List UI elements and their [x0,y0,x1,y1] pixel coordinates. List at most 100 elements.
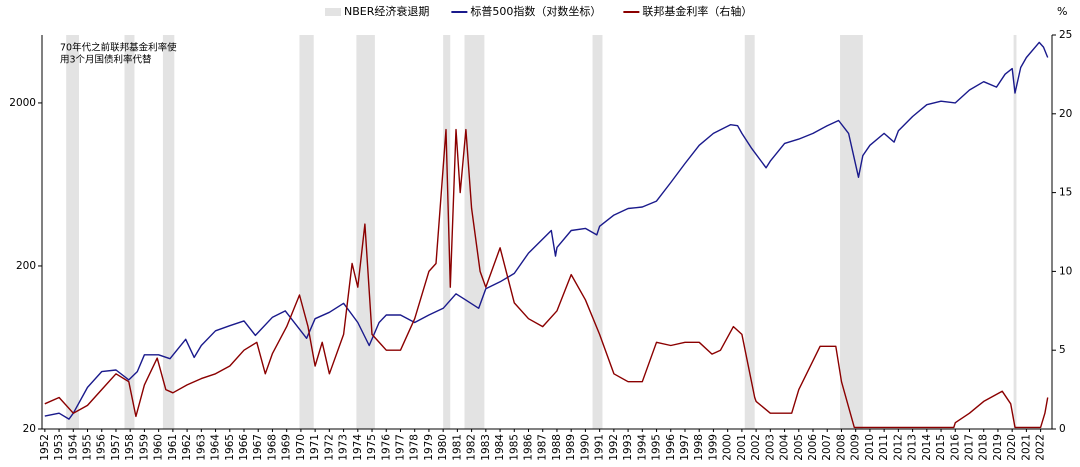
x-tick-label: 2000 [722,434,734,461]
x-tick-label: 2013 [907,434,919,461]
x-tick-label: 1967 [252,434,264,461]
legend-label: NBER经济衰退期 [344,4,429,18]
legend-label: 联邦基金利率（右轴） [642,4,752,18]
y2-tick-label: 20 [1059,108,1072,120]
x-tick-label: 2004 [779,434,791,461]
legend-item: 标普500指数（对数坐标） [451,4,601,18]
y-tick-label: 2000 [9,97,36,109]
x-tick-label: 1978 [409,434,421,461]
x-tick-label: 1997 [679,434,691,461]
x-tick-label: 1956 [96,434,108,461]
x-tick-label: 2001 [736,434,748,461]
x-tick-label: 1984 [494,434,506,461]
y2-tick-label: 10 [1059,265,1072,277]
x-tick-label: 2007 [821,434,833,461]
x-tick-label: 2009 [850,434,862,461]
x-tick-label: 1961 [167,434,179,461]
series-line [44,41,1049,420]
y2-tick-label: 5 [1059,344,1066,356]
x-tick-label: 1969 [281,434,293,461]
x-tick-label: 1968 [266,434,278,461]
x-tick-label: 1981 [451,434,463,461]
x-tick-label: 1965 [224,434,236,461]
x-tick-label: 1974 [352,434,364,461]
x-tick-label: 2012 [892,434,904,461]
x-tick-label: 1999 [707,434,719,461]
x-tick-label: 1979 [423,434,435,461]
recession-band [66,35,79,429]
legend-item: 联邦基金利率（右轴） [623,4,752,18]
x-tick-label: 1986 [523,434,535,461]
x-tick-label: 1972 [323,434,335,461]
x-tick-label: 2020 [1006,434,1018,461]
x-tick-label: 1982 [466,434,478,461]
y2-tick-label: 0 [1059,423,1066,435]
y2-tick-label: 25 [1059,29,1072,41]
x-tick-label: 1960 [153,434,165,461]
x-tick-label: 2021 [1020,434,1032,461]
x-tick-label: 1963 [195,434,207,461]
legend-item: NBER经济衰退期 [325,4,429,18]
x-tick-label: 1966 [238,434,250,461]
x-tick-label: 1977 [394,434,406,461]
x-tick-label: 1980 [437,434,449,461]
x-tick-label: 2015 [935,434,947,461]
x-tick-label: 1958 [124,434,136,461]
recession-band [1013,35,1017,429]
x-tick-label: 2008 [835,434,847,461]
x-tick-label: 1992 [608,434,620,461]
x-tick-label: 2003 [764,434,776,461]
x-tick-label: 1987 [537,434,549,461]
x-tick-label: 2017 [963,434,975,461]
legend-label: 标普500指数（对数坐标） [470,4,601,18]
x-tick-label: 1976 [380,434,392,461]
recession-band [840,35,863,429]
legend-swatch [325,8,341,16]
x-tick-label: 1983 [480,434,492,461]
x-tick-label: 2014 [921,434,933,461]
annotation-line: 用3个月国债利率代替 [60,54,152,66]
x-tick-label: 2019 [992,434,1004,461]
x-tick-label: 1959 [138,434,150,461]
x-tick-label: 2002 [750,434,762,461]
x-tick-label: 2022 [1035,434,1047,461]
recession-band [443,35,451,429]
x-tick-label: 1964 [210,434,222,461]
series-line [44,128,1049,429]
x-tick-label: 1955 [82,434,94,461]
x-tick-label: 1995 [651,434,663,461]
x-tick-label: 1994 [636,434,648,461]
x-tick-label: 1957 [110,434,122,461]
annotation-line: 70年代之前联邦基金利率使 [60,42,177,54]
x-tick-label: 1991 [594,434,606,461]
x-tick-label: 1953 [53,434,65,461]
recession-band [299,35,314,429]
x-tick-label: 1962 [181,434,193,461]
y2-tick-label: 15 [1059,187,1072,199]
x-tick-label: 2011 [878,434,890,461]
x-tick-label: 1990 [579,434,591,461]
recession-band [744,35,755,429]
x-tick-label: 1998 [693,434,705,461]
x-tick-label: 1993 [622,434,634,461]
x-tick-label: 2005 [793,434,805,461]
y2-axis-label: % [1057,5,1067,18]
x-tick-label: 1952 [39,434,51,461]
x-tick-label: 1973 [338,434,350,461]
x-tick-label: 1989 [565,434,577,461]
x-tick-label: 1970 [295,434,307,461]
x-tick-label: 1975 [366,434,378,461]
y-tick-label: 20 [23,423,36,435]
x-tick-label: 2006 [807,434,819,461]
recession-band [162,35,175,429]
x-tick-label: 1954 [67,434,79,461]
plot-area [44,35,1049,429]
x-tick-label: 1996 [665,434,677,461]
y-tick-label: 200 [16,260,36,272]
recession-band [124,35,135,429]
x-tick-label: 2010 [864,434,876,461]
x-tick-label: 1988 [551,434,563,461]
x-tick-label: 1971 [309,434,321,461]
